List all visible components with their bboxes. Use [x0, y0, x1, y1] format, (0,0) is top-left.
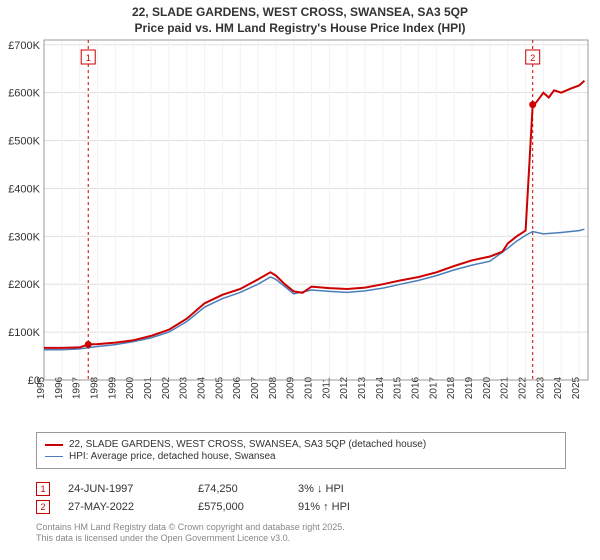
sale-info-price: £575,000 [198, 501, 298, 513]
legend-row-price: 22, SLADE GARDENS, WEST CROSS, SWANSEA, … [45, 439, 557, 450]
ytick-label: £600K [8, 88, 40, 100]
legend-row-hpi: HPI: Average price, detached house, Swan… [45, 451, 557, 462]
ytick-label: £100K [8, 327, 40, 339]
ytick-label: £500K [8, 136, 40, 148]
chart-plot-area: 22, SLADE GARDENS, WEST CROSS, SWANSEA, … [0, 0, 600, 430]
legend: 22, SLADE GARDENS, WEST CROSS, SWANSEA, … [36, 432, 566, 469]
legend-label-price: 22, SLADE GARDENS, WEST CROSS, SWANSEA, … [69, 439, 426, 450]
chart-container: 22, SLADE GARDENS, WEST CROSS, SWANSEA, … [0, 0, 600, 560]
sale-info-price: £74,250 [198, 483, 298, 495]
sale-dot [529, 101, 536, 108]
footer-line2: This data is licensed under the Open Gov… [36, 533, 345, 544]
sale-info-hpi: 3% ↓ HPI [298, 483, 398, 495]
sale-dot [85, 341, 92, 348]
ytick-label: £200K [8, 279, 40, 291]
sale-info-marker: 1 [36, 482, 50, 496]
sale-info-row: 2 27-MAY-2022£575,00091% ↑ HPI [36, 498, 398, 516]
plot-border [44, 40, 588, 380]
sale-label-num: 1 [86, 53, 91, 63]
sale-label-num: 2 [530, 53, 535, 63]
legend-label-hpi: HPI: Average price, detached house, Swan… [69, 451, 276, 462]
sale-info-date: 24-JUN-1997 [68, 483, 198, 495]
chart-title-line1: 22, SLADE GARDENS, WEST CROSS, SWANSEA, … [132, 5, 468, 19]
legend-swatch-hpi [45, 456, 63, 457]
sale-info-date: 27-MAY-2022 [68, 501, 198, 513]
footer-line1: Contains HM Land Registry data © Crown c… [36, 522, 345, 533]
chart-svg: 22, SLADE GARDENS, WEST CROSS, SWANSEA, … [0, 0, 600, 430]
sale-info-row: 1 24-JUN-1997£74,2503% ↓ HPI [36, 480, 398, 498]
chart-title-line2: Price paid vs. HM Land Registry's House … [135, 21, 466, 35]
ytick-label: £300K [8, 231, 40, 243]
series-price-paid [44, 81, 584, 348]
legend-swatch-price [45, 444, 63, 446]
sale-info-rows: 1 24-JUN-1997£74,2503% ↓ HPI 2 27-MAY-2022£… [36, 480, 398, 516]
footer-attribution: Contains HM Land Registry data © Crown c… [36, 522, 345, 545]
sale-info-hpi: 91% ↑ HPI [298, 501, 398, 513]
sale-info-marker: 2 [36, 500, 50, 514]
ytick-label: £700K [8, 40, 40, 52]
ytick-label: £400K [8, 183, 40, 195]
